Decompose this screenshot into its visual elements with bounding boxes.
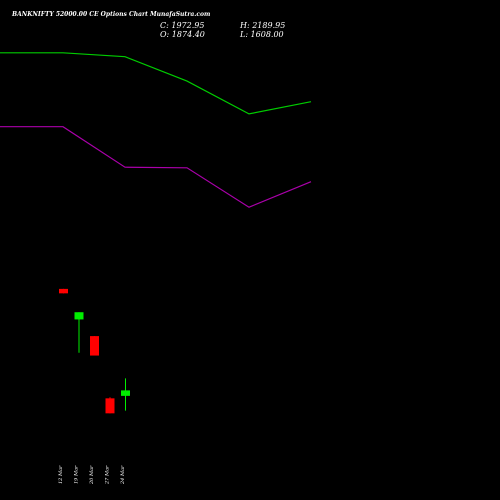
candle [90,336,99,356]
candle [59,288,68,294]
candle-body [121,390,130,396]
lower-line [0,126,312,208]
high-value: H: 2189.95 [239,21,285,30]
upper-line [0,52,312,115]
chart-title: BANKNIFTY 52000.00 CE Options Chart Muna… [11,11,210,18]
indicator-lines [0,52,312,208]
candle-body [105,398,115,414]
close-value: C: 1972.95 [160,21,204,30]
x-tick-label: 19 Mar [74,465,80,484]
x-tick-label: 24 Mar [120,465,126,485]
x-axis-ticks: 12 Mar 19 Mar 20 Mar 27 Mar 24 Mar [58,465,126,485]
x-tick-label: 20 Mar [89,465,95,485]
open-value: O: 1874.40 [160,30,205,39]
low-value: L: 1608.00 [239,30,284,39]
candle [105,397,115,414]
x-tick-label: 27 Mar [105,465,111,485]
candle [121,378,130,411]
candle [74,312,84,353]
candle-body [90,336,99,356]
candle-body [59,288,68,294]
x-tick-label: 12 Mar [58,465,64,484]
candles [59,288,130,414]
candle-body [74,312,84,320]
